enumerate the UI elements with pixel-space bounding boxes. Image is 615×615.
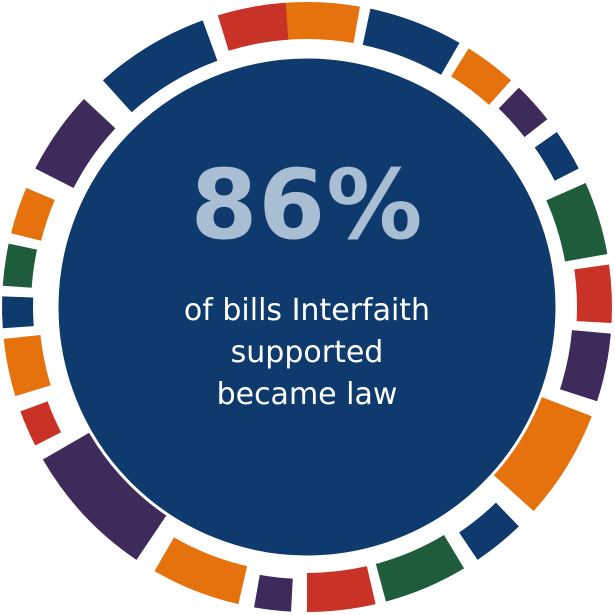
ring-segment <box>534 132 579 181</box>
ring-segment <box>546 182 608 262</box>
ring-segment <box>574 264 612 323</box>
ring-segment <box>559 330 611 402</box>
caption-line-2: supported <box>230 335 384 370</box>
ring-segment <box>102 20 218 113</box>
ring-segment <box>3 335 51 397</box>
ring-segment <box>1 296 34 329</box>
stat-caption: of bills Interfaith supported became law <box>107 290 507 416</box>
ring-segment <box>489 395 592 512</box>
ring-segment <box>307 566 376 612</box>
ring-segment <box>2 243 38 288</box>
ring-segment <box>498 87 548 138</box>
ring-segment <box>451 48 512 105</box>
stat-block: 86% of bills Interfaith supported became… <box>107 150 507 416</box>
caption-line-3: became law <box>216 377 398 412</box>
caption-line-1: of bills Interfaith <box>183 293 431 328</box>
ring-segment <box>375 535 465 602</box>
ring-segment <box>35 98 116 189</box>
center-disc <box>55 55 559 559</box>
ring-segment <box>11 187 55 241</box>
stat-value: 86% <box>190 149 424 261</box>
ring-segment <box>254 574 293 612</box>
ring-segment <box>459 502 519 560</box>
ring-segment <box>154 537 248 605</box>
ring-segment <box>362 8 460 75</box>
ring-segment <box>20 401 62 446</box>
ring-segment <box>42 432 168 560</box>
ring-segment <box>217 2 289 51</box>
